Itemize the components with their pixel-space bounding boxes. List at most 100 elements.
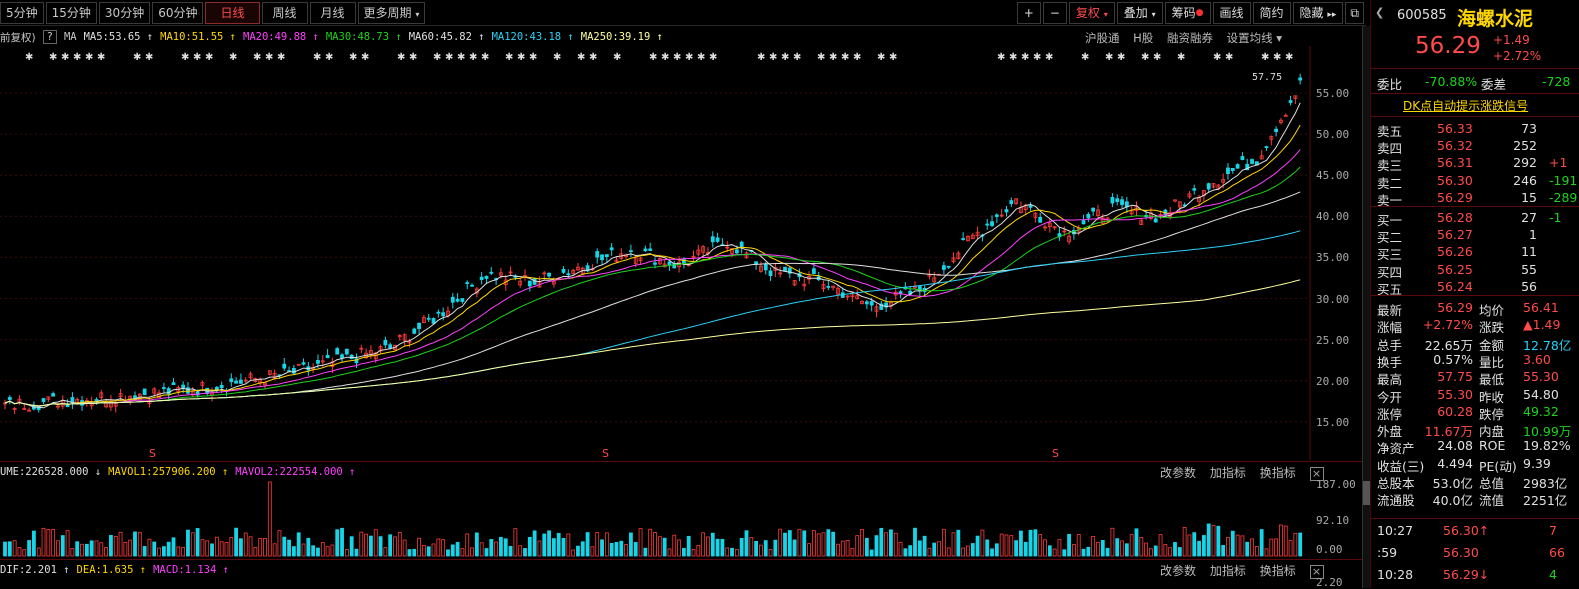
edit-params-button[interactable]: 改参数 <box>1160 564 1197 578</box>
candle-body <box>826 286 831 288</box>
event-star: ✱ <box>397 52 405 63</box>
fuquan-button[interactable]: 复权 ▾ <box>1068 2 1115 24</box>
simple-mode-button[interactable]: 简约 <box>1252 2 1291 24</box>
volume-bar <box>600 539 604 557</box>
add-indicator-button[interactable]: 加指标 <box>1209 564 1246 578</box>
switch-indicator-button[interactable]: 换指标 <box>1259 466 1296 480</box>
splitter-handle[interactable] <box>1363 481 1370 505</box>
candle-body <box>754 261 759 265</box>
sell-level-price: 56.33 <box>1437 121 1473 136</box>
weibi-label: 委比 <box>1377 77 1403 92</box>
volume-bar <box>1168 547 1173 557</box>
buy-level-label: 买三 <box>1377 247 1403 263</box>
volume-bar <box>1071 544 1076 557</box>
volume-bar <box>686 535 691 557</box>
stat-label: 内盘 <box>1479 424 1505 440</box>
price-axis-label: 15.00 <box>1316 415 1350 429</box>
candle-body <box>291 367 296 374</box>
prev-stock-icon[interactable]: ❮ <box>1375 6 1385 19</box>
tab-30min[interactable]: 30分钟 <box>98 1 151 24</box>
divider <box>1371 116 1579 117</box>
switch-indicator-button[interactable]: 换指标 <box>1259 564 1296 578</box>
add-indicator-button[interactable]: 加指标 <box>1209 466 1246 480</box>
candle-body <box>759 265 763 272</box>
help-icon[interactable]: ? <box>42 30 57 44</box>
stat-label: 流值 <box>1479 493 1505 509</box>
volume-bar <box>393 536 397 557</box>
volume-bar <box>186 529 190 557</box>
volume-bar <box>455 541 460 557</box>
volume-bar <box>7 541 12 557</box>
edit-params-button[interactable]: 改参数 <box>1160 466 1197 480</box>
ma10-line <box>4 124 1301 407</box>
candle-body <box>961 238 966 240</box>
volume-bar <box>1187 534 1192 557</box>
hgt-link[interactable]: 沪股通 <box>1085 31 1120 45</box>
volume-bar <box>494 541 499 557</box>
ma-legend: 前复权) ? MA MA5:53.65 ↑ MA10:51.55 ↑ MA20:… <box>0 28 1366 46</box>
dea-value: DEA:1.635 ↑ <box>76 564 147 576</box>
tab-weekly[interactable]: 周线 <box>261 1 308 24</box>
event-star: ✱ <box>229 52 237 63</box>
window-icon[interactable]: ⧉ <box>1345 2 1364 24</box>
stock-name: 海螺水泥 <box>1457 8 1534 30</box>
volume-bar <box>1230 530 1235 557</box>
volume-bar <box>417 537 421 557</box>
candle-body <box>1288 100 1293 103</box>
candle-body <box>1235 164 1240 169</box>
volume-bar <box>917 540 922 557</box>
candle-body <box>349 354 354 359</box>
stat-value: ▲1.49 <box>1523 317 1561 333</box>
chip-button[interactable]: 筹码● <box>1164 2 1211 24</box>
event-star: ✱ <box>1105 52 1113 63</box>
chart-toolbar: + − 复权 ▾ 叠加 ▾ 筹码● 画线 简约 隐藏 ▸▸ ⧉ <box>1015 2 1364 24</box>
stat-value: 0.57% <box>1433 351 1473 367</box>
candle-body <box>667 261 672 266</box>
tab-60min[interactable]: 60分钟 <box>152 1 204 24</box>
event-star: ✱ <box>505 52 513 63</box>
weicha-value: -728 <box>1542 74 1571 89</box>
volume-bar <box>1124 543 1129 557</box>
tab-monthly[interactable]: 月线 <box>309 1 356 24</box>
zoom-in-button[interactable]: + <box>1016 2 1041 24</box>
volume-bar <box>1293 532 1298 557</box>
sell-level-volume: 246 <box>1513 172 1537 188</box>
dk-signal-link[interactable]: DK点自动提示涨跌信号 <box>1403 99 1529 113</box>
candle-body <box>527 280 532 287</box>
volume-bar <box>1153 545 1158 557</box>
margin-link[interactable]: 融资融券 <box>1166 31 1213 45</box>
candle-body <box>383 339 388 346</box>
volume-bar <box>614 542 619 557</box>
hshare-link[interactable]: H股 <box>1133 31 1154 45</box>
overlay-button[interactable]: 叠加 ▾ <box>1116 2 1163 24</box>
draw-line-button[interactable]: 画线 <box>1212 2 1251 24</box>
candle-body <box>821 284 826 289</box>
kline-chart[interactable]: ✱ ✱ ✱ ✱ ✱ ✱ ✱ ✱ ✱ ✱ ✱ ✱ ✱ ✱ ✱ ✱ ✱ ✱ ✱ ✱ ✱ ✱ ✱ ✱ ✱ ✱ ✱ ✱ ✱ ✱ ✱ ✱ ✱ ✱ ✱ ✱ ✱ ✱ ✱ ✱… <box>0 46 1366 460</box>
candle-body <box>166 388 171 395</box>
tab-daily[interactable]: 日线 <box>205 1 260 24</box>
sell-level-label: 卖二 <box>1377 175 1403 191</box>
panel-splitter[interactable] <box>1362 26 1370 588</box>
zoom-out-button[interactable]: − <box>1042 2 1067 24</box>
volume-bar <box>970 543 975 557</box>
ma120-value: MA120:43.18 ↑ <box>491 31 574 43</box>
volume-bar <box>277 530 282 557</box>
fast-forward-icon: ▸▸ <box>1327 10 1337 20</box>
close-icon[interactable]: × <box>1309 467 1324 481</box>
tab-more-periods[interactable]: 更多周期 ▾ <box>357 1 426 24</box>
tab-15min[interactable]: 15分钟 <box>45 1 97 24</box>
hide-button[interactable]: 隐藏 ▸▸ <box>1292 2 1344 24</box>
mavol1-value: MAVOL1:257906.200 ↑ <box>108 466 229 478</box>
volume-bar <box>595 532 600 557</box>
ma-settings-link[interactable]: 设置均线 ▾ <box>1226 31 1283 45</box>
candle-body <box>272 372 277 379</box>
candle-body <box>128 395 133 401</box>
close-icon[interactable]: × <box>1309 565 1324 579</box>
volume-bar <box>778 528 783 557</box>
volume-bar <box>152 541 157 557</box>
stat-label: 净资产 <box>1377 441 1415 457</box>
tab-5min[interactable]: 5分钟 <box>0 1 44 24</box>
volume-bar <box>171 537 176 557</box>
volume-bar <box>214 536 219 557</box>
volume-bar <box>667 548 672 557</box>
